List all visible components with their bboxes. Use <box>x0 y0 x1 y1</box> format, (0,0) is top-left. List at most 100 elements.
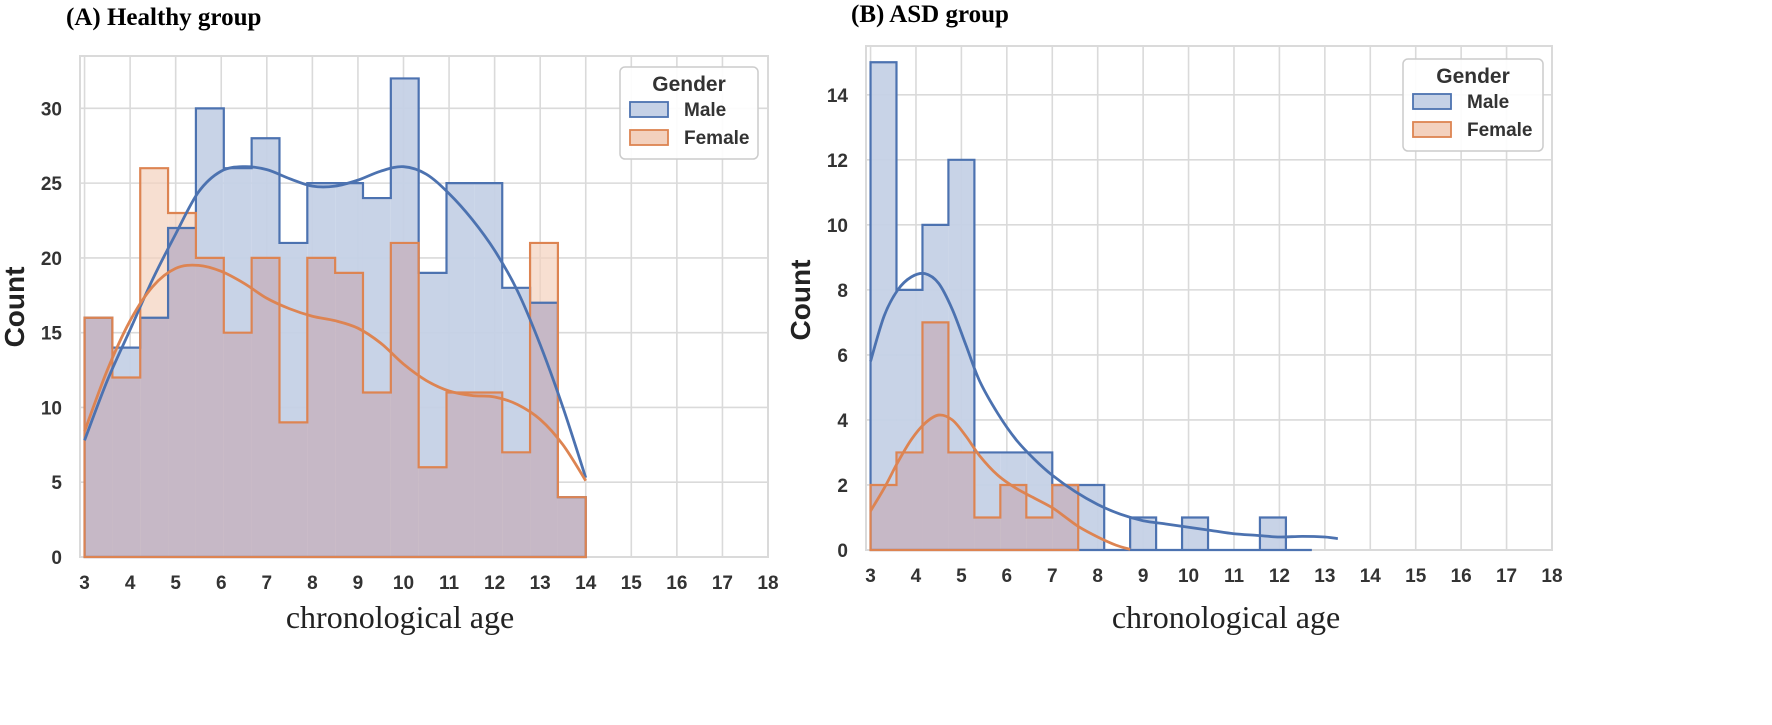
x-axis-label: chronological age <box>1112 599 1340 635</box>
x-tick-label: 11 <box>1224 566 1245 587</box>
overlap-bar <box>195 257 224 557</box>
y-axis-label: Count <box>0 267 30 348</box>
bar-male <box>870 62 897 551</box>
overlap-bar <box>307 257 336 557</box>
overlap-bar <box>390 242 419 557</box>
y-tick-label: 30 <box>41 99 62 120</box>
histogram-outline-male <box>869 61 1312 552</box>
x-tick-label: 18 <box>757 573 778 594</box>
overlap-bar <box>557 497 586 557</box>
y-tick-label: 2 <box>837 476 848 497</box>
y-tick-label: 10 <box>41 398 62 419</box>
x-tick-label: 13 <box>530 573 551 594</box>
x-tick-label: 14 <box>575 573 597 594</box>
overlap-bar <box>896 452 923 550</box>
overlap-bar <box>1026 517 1053 550</box>
overlap-bar <box>223 332 252 557</box>
kde-curve-male <box>83 165 588 479</box>
x-tick-label: 4 <box>125 573 136 594</box>
overlap-bar <box>335 272 363 557</box>
x-tick-label: 15 <box>1405 566 1427 587</box>
histogram-outline-female <box>83 167 587 559</box>
overlap-bar <box>948 452 975 550</box>
legend-label-female: Female <box>1467 120 1532 141</box>
legend-title: Gender <box>652 73 726 96</box>
legend-label-male: Male <box>1467 92 1509 113</box>
kde-curve-male <box>869 271 1339 541</box>
x-tick-label: 16 <box>666 573 687 594</box>
y-tick-label: 0 <box>51 548 62 569</box>
overlap-bar <box>112 377 141 557</box>
panel-title: (B) ASD group <box>851 1 1009 28</box>
y-tick-label: 10 <box>827 216 848 237</box>
x-tick-label: 7 <box>262 573 273 594</box>
panel-healthy-group: (A) Healthy group 3 4 5 6 7 8 9 10 11 12 13 14 15 16 17… <box>0 4 779 635</box>
x-tick-label: 17 <box>1496 566 1517 587</box>
x-tick-label: 3 <box>865 566 876 587</box>
x-axis-label: chronological age <box>286 599 514 635</box>
x-tick-label: 7 <box>1047 566 1058 587</box>
x-tick-label: 10 <box>1178 566 1199 587</box>
overlap-bar <box>140 317 169 557</box>
overlap-bar <box>279 422 308 557</box>
y-tick-label: 20 <box>41 249 62 270</box>
overlap-bar <box>922 322 949 550</box>
overlap-region <box>870 322 1079 550</box>
overlap-bar <box>251 257 280 557</box>
y-tick-label: 15 <box>41 324 63 345</box>
x-tick-label: 15 <box>621 573 643 594</box>
x-tick-label: 12 <box>1269 566 1290 587</box>
legend-label-female: Female <box>684 128 749 149</box>
x-tick-label: 9 <box>353 573 364 594</box>
x-tick-label: 14 <box>1360 566 1382 587</box>
x-tick-label: 6 <box>1002 566 1013 587</box>
x-tick-label: 6 <box>216 573 227 594</box>
x-tick-label: 9 <box>1138 566 1149 587</box>
y-tick-label: 6 <box>837 346 848 367</box>
y-tick-label: 0 <box>837 541 848 562</box>
kde-curve-female <box>869 413 1131 551</box>
overlap-bar <box>474 392 503 557</box>
x-tick-label: 4 <box>911 566 922 587</box>
x-tick-label: 3 <box>79 573 90 594</box>
overlap-bar <box>530 302 558 557</box>
y-tick-label: 5 <box>51 473 62 494</box>
legend: Gender Male Female <box>619 66 759 160</box>
y-tick-label: 14 <box>827 86 849 107</box>
y-tick-label: 25 <box>41 174 63 195</box>
panel-title: (A) Healthy group <box>66 4 261 31</box>
x-tick-label: 17 <box>712 573 733 594</box>
bar-male <box>1259 517 1286 550</box>
overlap-bar <box>84 317 113 557</box>
bar-male <box>1182 517 1209 550</box>
x-tick-label: 8 <box>1092 566 1103 587</box>
y-axis-label: Count <box>785 260 816 341</box>
overlap-bar <box>362 392 391 557</box>
x-tick-label: 5 <box>956 566 967 587</box>
y-tick-label: 8 <box>837 281 848 302</box>
legend-swatch-male <box>629 101 669 118</box>
legend-swatch-female <box>629 129 669 146</box>
legend-label-male: Male <box>684 100 726 121</box>
x-tick-label: 12 <box>484 573 505 594</box>
overlap-bar <box>974 517 1001 550</box>
overlap-bar <box>418 467 447 557</box>
legend-swatch-male <box>1412 93 1452 110</box>
overlap-region <box>84 227 586 557</box>
y-tick-label: 4 <box>837 411 848 432</box>
x-tick-label: 13 <box>1314 566 1335 587</box>
legend-swatch-female <box>1412 121 1452 138</box>
overlap-bar <box>502 452 531 557</box>
overlap-bar <box>446 392 475 557</box>
y-tick-label: 12 <box>827 151 848 172</box>
x-tick-label: 5 <box>170 573 181 594</box>
x-tick-label: 11 <box>439 573 460 594</box>
x-tick-label: 10 <box>393 573 414 594</box>
x-tick-label: 18 <box>1541 566 1562 587</box>
overlap-bar <box>168 227 196 557</box>
panel-asd-group: (B) ASD group 3 4 5 6 7 8 9 10 11 12 13 14 15 16 17 18 0 2… <box>785 1 1563 635</box>
x-tick-label: 8 <box>307 573 318 594</box>
overlap-bar <box>1000 484 1027 550</box>
overlap-bar <box>870 484 897 550</box>
